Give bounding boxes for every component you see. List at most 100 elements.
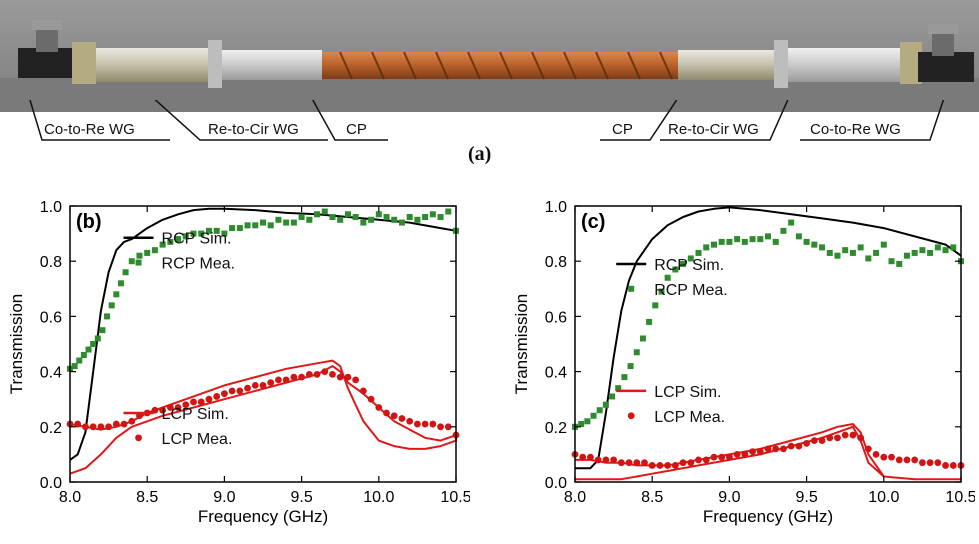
chart-1-lcp-mea-point bbox=[934, 459, 942, 467]
chart-1-rcp-mea-point bbox=[888, 258, 895, 265]
chart-0-rcp-mea-point bbox=[383, 214, 390, 221]
chart-1-lcp-mea-point bbox=[849, 431, 857, 439]
right-flange bbox=[774, 40, 788, 88]
callout-line-6 bbox=[800, 100, 945, 141]
chart-0-rcp-mea-point bbox=[321, 208, 328, 215]
chart-0-rcp-mea-point bbox=[151, 247, 158, 254]
chart-1-rcp-mea-point bbox=[734, 236, 741, 243]
chart-1-lcp-mea-point bbox=[942, 462, 949, 469]
chart-0-rcp-mea-point bbox=[128, 258, 135, 265]
chart-1-rcp-mea-point bbox=[680, 260, 687, 267]
chart-1-rcp-mea-point bbox=[927, 249, 934, 256]
chart-1-y-tick-label: 0.8 bbox=[545, 254, 567, 271]
chart-1-lcp-mea-point bbox=[911, 456, 919, 464]
chart-0-rcp-mea-point bbox=[422, 214, 429, 221]
chart-0-y-tick-label: 0.4 bbox=[40, 365, 62, 382]
chart-0-lcp-mea-point bbox=[174, 404, 182, 411]
chart-1-rcp-mea-point bbox=[880, 241, 887, 248]
callout-line-5 bbox=[660, 100, 789, 141]
chart-1-lcp-mea-point bbox=[787, 442, 795, 450]
chart-1-rcp-mea-point bbox=[710, 241, 717, 248]
chart-0-lcp-mea-point bbox=[352, 376, 360, 384]
chart-0-lcp-mea-point bbox=[336, 373, 344, 381]
chart-0-lcp-mea-point bbox=[444, 423, 452, 431]
chart-0-lcp-mea-point bbox=[329, 370, 336, 378]
chart-0-rcp-mea-point bbox=[99, 327, 106, 334]
chart-0-rcp-mea-point bbox=[244, 222, 251, 229]
chart-0-rcp-mea-point bbox=[175, 236, 182, 243]
chart-0-rcp-mea-point bbox=[344, 211, 351, 218]
chart-1-rcp-mea-point bbox=[658, 288, 665, 295]
chart-1-lcp-mea-point bbox=[602, 456, 610, 464]
right-coax-adapter bbox=[900, 24, 974, 84]
chart-1-rcp-mea-point bbox=[919, 247, 926, 254]
chart-0-legend-label: RCP Mea. bbox=[162, 256, 236, 273]
chart-0-lcp-mea-point bbox=[105, 423, 112, 431]
chart-0-x-tick-label: 9.0 bbox=[213, 489, 235, 506]
chart-1-rcp-mea-point bbox=[873, 249, 880, 256]
chart-1-legend-marker bbox=[628, 285, 635, 292]
chart-1-lcp-mea-point bbox=[780, 445, 787, 453]
chart-0-lcp-mea-point bbox=[82, 423, 89, 431]
chart-1-rcp-mea-point bbox=[718, 238, 725, 245]
chart-1-lcp-mea-point bbox=[803, 439, 810, 447]
chart-1-rcp-mea-point bbox=[672, 266, 679, 273]
chart-0-rcp-mea-point bbox=[414, 216, 421, 223]
chart-0-legend-label: RCP Sim. bbox=[162, 231, 232, 248]
chart-0-lcp-mea-point bbox=[275, 376, 282, 384]
chart-1-legend-label: RCP Mea. bbox=[654, 282, 728, 299]
chart-1-legend-marker bbox=[627, 412, 635, 420]
chart-1-x-tick-label: 9.5 bbox=[795, 489, 817, 506]
chart-1-rcp-mea-point bbox=[834, 252, 841, 259]
chart-1-lcp-mea-point bbox=[625, 459, 633, 467]
chart-panel-c: 8.0 8.5 9.0 9.5 10.0 10.5 0.0 0.2 0.4 0.6 0.8 1.0 Fr… bbox=[512, 199, 975, 526]
chart-0-rcp-mea-point bbox=[260, 219, 266, 226]
chart-0-rcp-mea-point bbox=[205, 227, 212, 234]
chart-1-rcp-mea-point bbox=[590, 412, 597, 419]
chart-0-rcp-mea-point bbox=[229, 225, 236, 232]
chart-1-y-tick-label: 0.6 bbox=[545, 309, 567, 326]
chart-0-rcp-mea-point bbox=[104, 313, 111, 320]
chart-1-y-tick-label: 1.0 bbox=[545, 199, 567, 216]
chart-1-rcp-mea-point bbox=[942, 247, 949, 254]
chart-1-rcp-mea-point bbox=[826, 249, 833, 256]
chart-0-legend-label: LCP Mea. bbox=[162, 431, 233, 448]
chart-1-rcp-mea-point bbox=[911, 249, 918, 256]
chart-0-panel-label: (b) bbox=[76, 211, 102, 233]
chart-0-lcp-mea-point bbox=[390, 412, 398, 420]
chart-1-lcp-mea-point bbox=[772, 445, 780, 453]
chart-0-lcp-mea-point bbox=[414, 420, 421, 428]
chart-0-lcp-mea-point bbox=[367, 395, 375, 403]
chart-1-lcp-mea-point bbox=[594, 456, 602, 464]
callout-re-to-cir-right: Re-to-Cir WG bbox=[668, 121, 759, 138]
chart-0-lcp-mea-point bbox=[244, 384, 251, 392]
chart-1-legend-label: LCP Mea. bbox=[654, 409, 725, 426]
chart-1-rcp-mea-point bbox=[602, 401, 609, 408]
chart-0-x-tick-label: 10.0 bbox=[363, 489, 394, 506]
chart-0-lcp-mea-point bbox=[290, 373, 298, 381]
chart-1-rcp-mea-point bbox=[849, 249, 856, 256]
cp-section bbox=[322, 52, 678, 79]
callout-line-3 bbox=[311, 100, 388, 141]
chart-1-x-axis-label: Frequency (GHz) bbox=[703, 507, 833, 526]
chart-1-y-tick-label: 0.4 bbox=[545, 365, 567, 382]
chart-1-legend-label: LCP Sim. bbox=[654, 384, 721, 401]
chart-1-rcp-mea-point bbox=[652, 302, 659, 309]
chart-0-rcp-mea-point bbox=[71, 363, 78, 370]
chart-0-lcp-mea-point bbox=[190, 398, 197, 406]
chart-0-rcp-mea-point bbox=[236, 225, 243, 232]
chart-0-rcp-mea-point bbox=[429, 211, 436, 218]
chart-0-lcp-mea-point bbox=[375, 404, 383, 411]
chart-1-lcp-mea-point bbox=[895, 456, 903, 464]
chart-1-lcp-mea-point bbox=[671, 462, 679, 469]
chart-1-rcp-mea-point bbox=[950, 244, 957, 251]
chart-1-rcp-sim-line bbox=[575, 206, 962, 470]
chart-0-rcp-mea-point bbox=[267, 222, 274, 229]
chart-1-x-tick-label: 8.0 bbox=[564, 489, 586, 506]
chart-0-legend-marker bbox=[135, 259, 142, 266]
chart-0-y-tick-label: 1.0 bbox=[40, 199, 62, 216]
chart-0-lcp-mea-point bbox=[205, 395, 213, 403]
chart-0-y-tick-label: 0.0 bbox=[40, 475, 62, 492]
chart-1-lcp-mea-point bbox=[841, 431, 849, 439]
chart-1-rcp-mea-point bbox=[741, 238, 748, 245]
